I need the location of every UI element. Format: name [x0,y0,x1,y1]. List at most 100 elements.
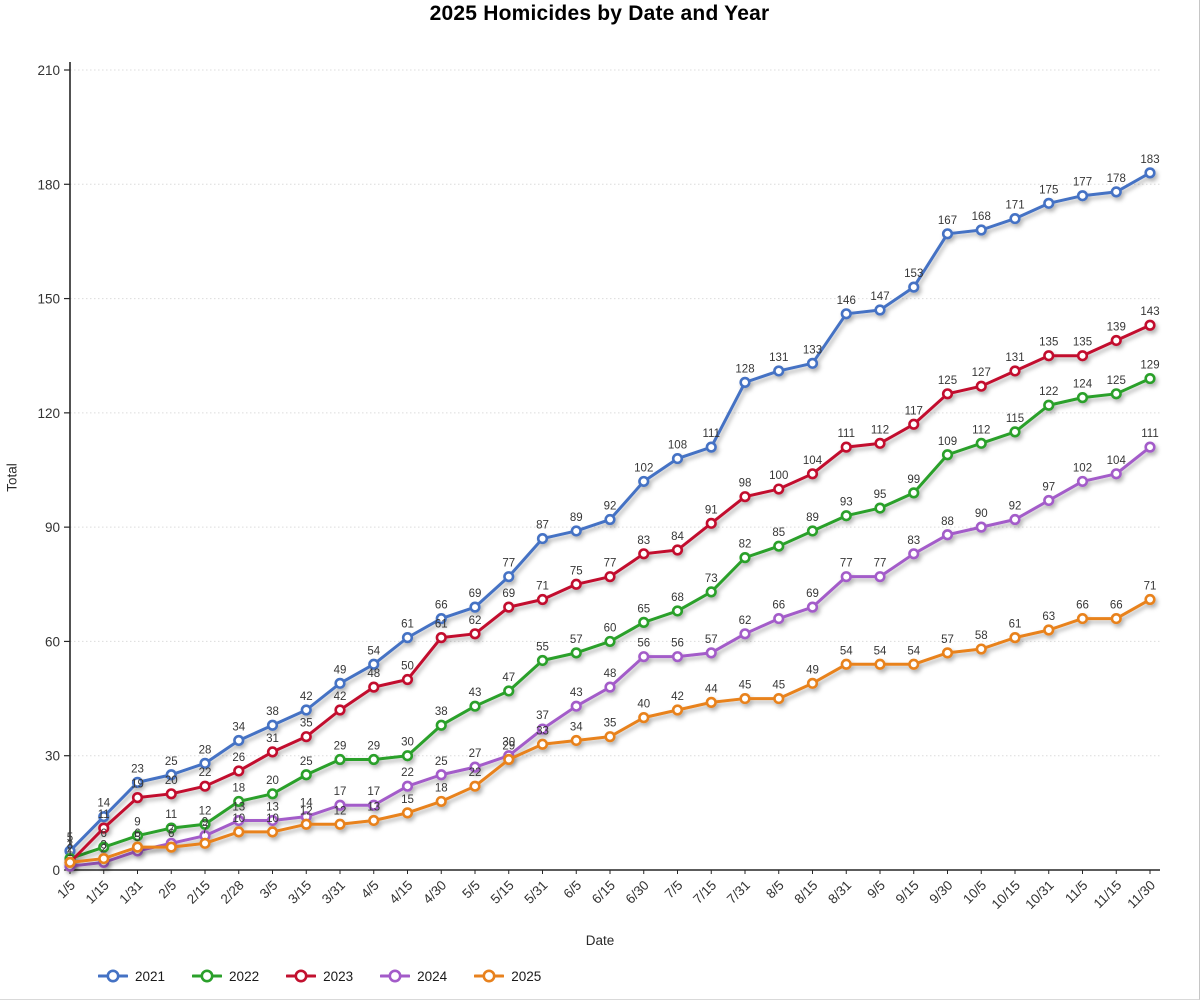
data-point-label-2021-4/15: 61 [401,619,414,631]
data-point-label-2021-10/15: 171 [1005,200,1024,212]
data-point-marker-2021-2/5 [165,769,177,781]
data-point-label-2023-11/30: 143 [1140,306,1159,318]
legend-label: 2024 [417,968,448,984]
data-point-label-2024-2/15: 9 [202,817,208,829]
data-point-label-2024-10/31: 97 [1042,481,1055,493]
data-point-label-2023-4/5: 48 [367,668,380,680]
x-tick-label: 7/15 [690,878,719,907]
x-axis-title: Date [585,933,615,948]
data-point-label-2023-1/31: 19 [131,779,144,791]
data-point-label-2024-6/15: 48 [604,668,617,680]
data-point-marker-2025-8/5 [773,692,785,705]
x-tick-label: 10/5 [960,878,989,907]
data-point-marker-2023-10/15 [1009,365,1021,377]
data-point-label-2025-2/15: 7 [202,824,208,836]
data-point-marker-2023-4/5 [368,681,380,693]
data-point-label-2022-3/31: 29 [334,741,347,753]
data-point-label-2021-11/15: 178 [1107,173,1126,185]
data-point-marker-2025-1/15 [98,852,110,865]
legend-ring [106,969,120,983]
data-point-marker-2025-4/15 [401,807,414,819]
data-point-label-2024-4/30: 25 [435,756,448,768]
data-point-label-2023-7/5: 84 [671,531,684,543]
legend-item-2025[interactable]: 2025 [474,968,541,984]
data-point-marker-2023-6/15 [604,571,616,583]
data-point-label-2025-1/31: 6 [134,828,140,840]
data-point-marker-2024-2/28 [233,814,245,827]
data-point-label-2023-8/15: 104 [803,455,823,467]
data-point-marker-2025-11/30 [1144,593,1156,606]
data-point-label-2022-1/15: 6 [101,828,107,840]
series-layer [64,167,1156,872]
data-point-label-2021-3/5: 38 [266,706,279,718]
legend-label: 2022 [229,968,260,984]
data-point-marker-2021-5/15 [503,571,515,583]
legend-item-2022[interactable]: 2022 [192,968,259,984]
y-tick-label: 210 [37,63,60,78]
data-point-marker-2021-5/5 [469,601,481,613]
data-point-label-2022-11/15: 125 [1107,375,1126,387]
data-point-label-2025-7/5: 42 [671,691,684,703]
series-line-2022 [64,372,1156,865]
data-point-label-2024-8/15: 69 [806,588,819,600]
data-point-label-2021-10/31: 175 [1039,184,1058,196]
data-point-label-2021-9/30: 167 [938,215,957,227]
x-tick-label: 5/31 [521,878,550,907]
x-tick-label: 6/15 [589,878,618,907]
data-point-marker-2021-10/5 [975,224,987,236]
data-point-label-2021-6/15: 92 [604,501,617,513]
data-point-marker-2022-3/15 [300,769,312,781]
data-point-label-2024-1/31: 5 [134,832,140,844]
x-tick-label: 8/31 [825,878,854,907]
data-point-marker-2025-11/5 [1076,612,1089,625]
data-point-marker-2022-10/5 [975,437,987,449]
y-tick-label: 60 [45,634,60,649]
data-point-label-2023-10/31: 135 [1039,337,1058,349]
data-point-label-2023-1/15: 11 [98,809,110,821]
data-point-label-2021-7/5: 108 [668,440,687,452]
data-point-marker-2024-6/15 [604,681,616,693]
data-point-label-2025-1/15: 3 [101,840,107,852]
data-point-label-2023-7/15: 91 [705,504,718,516]
data-point-marker-2021-7/31 [739,376,751,388]
data-point-marker-2025-9/30 [941,647,954,659]
data-point-label-2022-4/5: 29 [367,741,380,753]
data-point-label-2024-5/31: 37 [536,710,549,722]
data-point-label-2024-2/28: 13 [232,801,245,813]
x-tick-label: 4/30 [420,878,449,907]
data-point-label-2024-3/5: 13 [266,801,279,813]
legend: 2021 2022 2023 2024 2025 [98,968,541,984]
data-point-label-2021-4/30: 66 [435,600,448,612]
data-point-label-2021-5/15: 77 [502,558,515,570]
data-point-label-2024-2/5: 7 [168,824,174,836]
data-point-marker-2021-8/15 [806,357,819,369]
data-point-label-2025-3/15: 12 [300,805,313,817]
data-point-label-2024-11/15: 104 [1107,455,1127,467]
data-point-marker-2024-4/15 [401,780,414,792]
point-label-layer: 5142325283438424954616669778789921021081… [67,154,1160,859]
legend-item-2023[interactable]: 2023 [286,968,353,984]
data-point-label-2024-9/30: 88 [941,516,954,528]
data-point-marker-2023-2/28 [233,765,245,777]
data-point-label-2025-5/15: 29 [502,741,515,753]
data-point-label-2023-2/5: 20 [165,775,178,787]
data-point-label-2021-5/31: 87 [536,520,549,532]
data-point-marker-2022-2/5 [165,822,177,834]
data-point-label-2025-6/30: 40 [637,699,650,711]
legend-item-2024[interactable]: 2024 [380,968,447,984]
data-point-label-2025-11/30: 71 [1144,581,1157,593]
data-point-label-2023-10/5: 127 [972,367,991,379]
legend-item-2021[interactable]: 2021 [98,968,165,984]
data-point-label-2021-2/28: 34 [232,721,245,733]
data-point-label-2022-11/30: 129 [1140,360,1159,372]
data-point-marker-2021-3/15 [300,704,312,716]
data-point-marker-2022-7/5 [671,605,684,617]
data-point-label-2023-4/15: 50 [401,661,414,673]
data-point-marker-2021-7/5 [671,452,684,465]
x-tick-label: 6/30 [623,878,652,907]
data-point-label-2025-5/31: 33 [536,725,549,737]
data-point-label-2025-4/30: 18 [435,782,448,794]
data-point-marker-2025-10/15 [1009,632,1021,644]
